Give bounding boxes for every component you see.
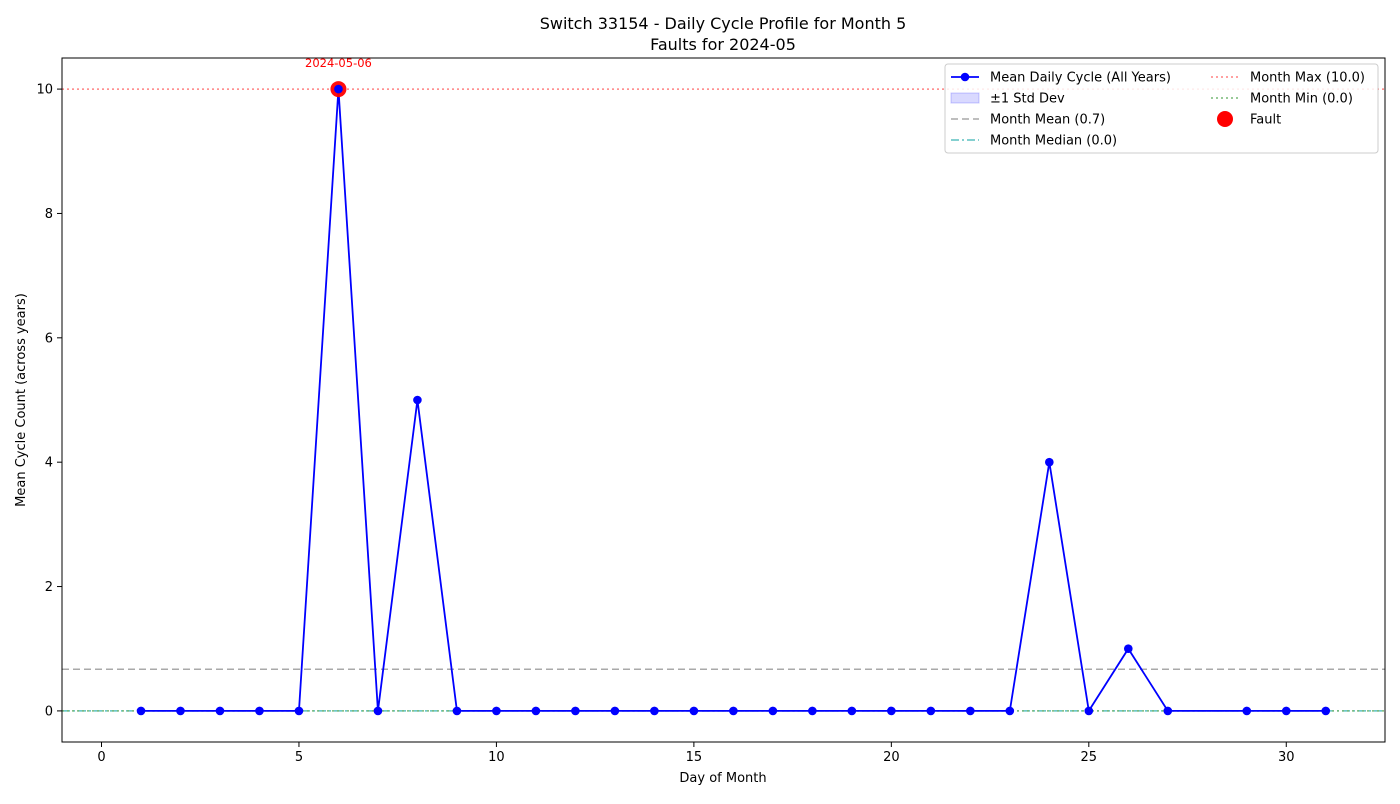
data-point-23 <box>1005 706 1015 716</box>
data-point-2 <box>176 706 185 716</box>
legend-reference-0: Month Mean (0.7) <box>951 113 1105 128</box>
data-point-31 <box>1321 706 1331 716</box>
data-point-3 <box>215 706 225 716</box>
data-point-27 <box>1163 706 1173 716</box>
data-point-30 <box>1281 706 1291 716</box>
legend-series-0-label: Mean Daily Cycle (All Years) <box>990 71 1171 86</box>
data-point-8 <box>413 395 422 405</box>
data-point-14 <box>650 706 659 716</box>
x-tick-label-5: 5 <box>295 750 303 765</box>
legend-series-0: Mean Daily Cycle (All Years) <box>951 71 1171 86</box>
y-tick-label-0: 0 <box>45 704 53 719</box>
plot-inner <box>62 81 1385 716</box>
x-tick-label-10: 10 <box>488 750 505 765</box>
data-point-20 <box>887 706 896 716</box>
x-tick-label-15: 15 <box>686 750 703 765</box>
data-point-7 <box>373 706 383 716</box>
data-point-24 <box>1045 457 1054 467</box>
x-tick-label-20: 20 <box>883 750 900 765</box>
data-point-21 <box>926 706 936 716</box>
data-point-25 <box>1084 706 1094 716</box>
data-point-13 <box>610 706 620 716</box>
data-point-18 <box>808 706 817 716</box>
legend-reference-1: Month Median (0.0) <box>951 134 1117 149</box>
data-point-17 <box>768 706 778 716</box>
legend-fault: Fault <box>1217 111 1281 128</box>
y-axis-label: Mean Cycle Count (across years) <box>14 293 29 507</box>
axes-frame <box>61 57 1386 743</box>
legend-box <box>944 63 1379 154</box>
chart-title: Switch 33154 - Daily Cycle Profile for M… <box>540 14 907 33</box>
legend-series-0-marker <box>960 72 970 82</box>
data-point-4 <box>255 706 264 716</box>
legend-reference-1-label: Month Median (0.0) <box>990 134 1117 149</box>
y-tick-label-2: 2 <box>45 580 53 595</box>
legend-fault-marker <box>1217 111 1233 127</box>
data-point-12 <box>571 706 580 716</box>
legend-reference-0-label: Month Mean (0.7) <box>990 113 1105 128</box>
series-line-0 <box>140 89 1326 714</box>
y-tick-label-8: 8 <box>45 207 53 222</box>
legend-fault-label: Fault <box>1250 113 1281 128</box>
y-tick-label-10: 10 <box>36 83 53 98</box>
legend: Mean Daily Cycle (All Years) ±1 Std Dev Mo… <box>944 63 1379 154</box>
data-point-10 <box>492 706 501 716</box>
data-point-1 <box>136 706 146 716</box>
legend-std-band-swatch <box>950 92 980 104</box>
x-tick-label-30: 30 <box>1278 750 1295 765</box>
data-point-22 <box>966 706 975 716</box>
legend-reference-3: Month Min (0.0) <box>1211 92 1353 107</box>
data-point-29 <box>1242 706 1252 716</box>
data-point-11 <box>531 706 541 716</box>
x-tick-label-0: 0 <box>97 750 105 765</box>
x-axis-label: Day of Month <box>679 771 766 786</box>
y-tick-label-4: 4 <box>45 456 53 471</box>
data-point-9 <box>452 706 462 716</box>
legend-std-band: ±1 Std Dev <box>950 92 1065 107</box>
legend-reference-2-label: Month Max (10.0) <box>1250 71 1365 86</box>
fault-point-0 <box>334 84 343 94</box>
chart-subtitle: Faults for 2024-05 <box>650 35 796 54</box>
data-point-16 <box>729 706 738 716</box>
fault-label-0: 2024-05-06 <box>305 56 372 70</box>
legend-reference-3-label: Month Min (0.0) <box>1250 92 1353 107</box>
legend-reference-2: Month Max (10.0) <box>1211 71 1365 86</box>
legend-std-band-label: ±1 Std Dev <box>990 92 1065 107</box>
data-point-19 <box>847 706 857 716</box>
data-point-26 <box>1123 644 1133 654</box>
data-point-15 <box>689 706 699 716</box>
plot-area: 2024-05-06 0 5 10 15 20 25 30 0 2 4 6 8 10 <box>36 56 1386 765</box>
x-tick-label-25: 25 <box>1081 750 1098 765</box>
y-tick-label-6: 6 <box>45 331 53 346</box>
data-point-5 <box>294 706 304 716</box>
